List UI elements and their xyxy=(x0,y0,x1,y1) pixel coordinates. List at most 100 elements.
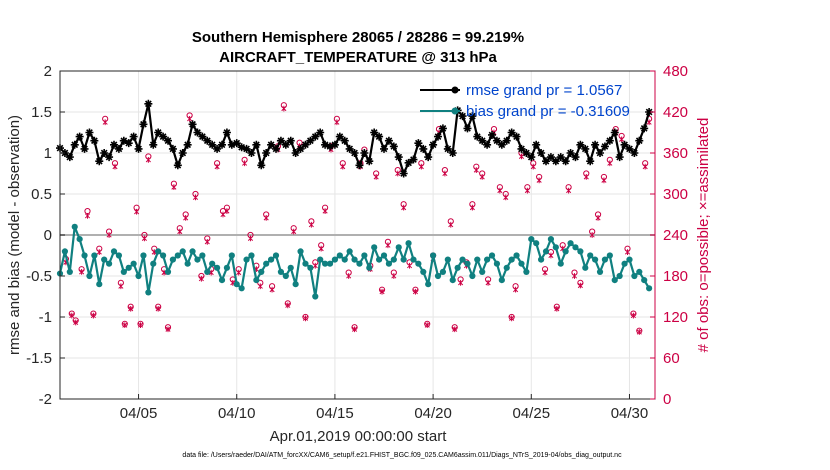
right-tick-label: 300 xyxy=(663,186,688,203)
rmse-point xyxy=(625,144,634,153)
bias-point xyxy=(631,272,638,280)
bias-point xyxy=(125,264,132,271)
bias-point xyxy=(366,264,373,271)
rmse-point xyxy=(640,124,649,133)
rmse-point xyxy=(620,140,629,149)
bias-point xyxy=(307,264,314,271)
bias-point xyxy=(267,256,275,263)
rmse-point xyxy=(203,136,212,145)
rmse-point xyxy=(114,144,123,153)
bias-point xyxy=(228,252,235,259)
bias-point xyxy=(523,268,530,275)
bias-point xyxy=(425,281,432,288)
bias-point xyxy=(253,277,260,284)
obs-assimilated-marker xyxy=(542,269,548,276)
rmse-point xyxy=(164,136,173,145)
obs-assimilated-marker xyxy=(106,232,112,238)
obs-assimilated-marker xyxy=(401,204,407,211)
rmse-point xyxy=(512,132,521,141)
obs-assimilated-marker xyxy=(509,315,515,322)
rmse-point xyxy=(522,149,531,157)
bias-point xyxy=(434,272,442,280)
x-tick-label: 04/10 xyxy=(218,405,256,422)
bias-point xyxy=(371,244,378,251)
rmse-point xyxy=(119,136,128,145)
obs-assimilated-marker xyxy=(458,279,464,286)
bias-point xyxy=(209,260,216,267)
obs-assimilated-marker xyxy=(442,170,448,177)
bias-point xyxy=(317,256,324,263)
right-tick-label: 480 xyxy=(663,63,688,80)
bias-point xyxy=(400,256,407,263)
obs-assimilated-marker xyxy=(318,245,324,252)
rmse-point xyxy=(296,144,305,153)
obs-assimilated-marker xyxy=(118,283,124,290)
obs-assimilated-marker xyxy=(469,204,475,211)
bias-point xyxy=(356,260,363,267)
bias-point xyxy=(626,256,633,263)
rmse-point xyxy=(193,128,202,137)
obs-assimilated-marker xyxy=(220,211,226,218)
bias-point xyxy=(380,252,388,259)
bias-point xyxy=(96,281,103,288)
obs-assimilated-marker xyxy=(224,208,230,214)
rmse-point xyxy=(478,136,487,145)
rmse-point xyxy=(257,161,266,170)
bias-point xyxy=(297,248,304,255)
bias-point xyxy=(169,256,177,263)
bias-point xyxy=(572,244,579,251)
obs-assimilated-marker xyxy=(257,283,263,290)
rmse-point xyxy=(222,128,231,137)
x-axis-ticks: 04/05 04/10 04/15 04/20 04/25 04/30 xyxy=(120,394,648,422)
bias-point xyxy=(341,256,348,263)
rmse-point xyxy=(605,136,614,145)
bias-point xyxy=(150,260,157,267)
obs-possible-marker xyxy=(84,207,91,215)
rmse-point xyxy=(291,149,300,157)
rmse-point xyxy=(321,140,330,149)
chart-title: Southern Hemisphere 28065 / 28286 = 99.2… xyxy=(192,29,524,46)
obs-assimilated-marker xyxy=(379,288,385,295)
obs-assimilated-marker xyxy=(385,242,391,249)
obs-assimilated-marker xyxy=(155,305,161,312)
obs-assimilated-marker xyxy=(334,119,340,126)
obs-assimilated-marker xyxy=(601,177,607,184)
bias-point xyxy=(238,285,245,292)
obs-assimilated-marker xyxy=(536,177,542,184)
obs-assimilated-marker xyxy=(595,215,601,221)
bias-point xyxy=(91,252,98,259)
rmse-point xyxy=(286,136,295,145)
bias-point xyxy=(282,272,289,280)
bias-point xyxy=(140,252,147,259)
rmse-point xyxy=(65,153,74,162)
rmse-point xyxy=(134,144,143,153)
obs-assimilated-marker xyxy=(346,273,352,279)
rmse-point xyxy=(492,136,501,145)
rmse-point xyxy=(468,112,477,121)
bias-point xyxy=(287,264,294,271)
x-tick-label: 04/25 xyxy=(513,405,551,422)
obs-assimilated-marker xyxy=(96,249,102,255)
bias-point xyxy=(199,252,206,259)
bias-point xyxy=(587,252,594,259)
rmse-point xyxy=(90,136,99,145)
rmse-point xyxy=(330,140,339,149)
rmse-point xyxy=(149,140,158,149)
bias-point xyxy=(218,277,226,284)
obs-assimilated-marker xyxy=(395,170,401,177)
x-tick-label: 04/20 xyxy=(414,405,452,422)
bias-point xyxy=(204,268,211,275)
rmse-point xyxy=(375,132,384,141)
rmse-point xyxy=(488,130,497,139)
left-tick-label: 1.5 xyxy=(31,104,52,121)
bias-point xyxy=(115,252,123,259)
rmse-point xyxy=(340,136,349,145)
rmse-point xyxy=(527,153,536,162)
obs-assimilated-marker xyxy=(530,163,536,170)
rmse-point xyxy=(448,149,457,157)
rmse-point xyxy=(183,140,192,149)
obs-assimilated-marker xyxy=(204,238,210,245)
bias-point xyxy=(430,252,437,259)
obs-assimilated-marker xyxy=(473,167,479,173)
